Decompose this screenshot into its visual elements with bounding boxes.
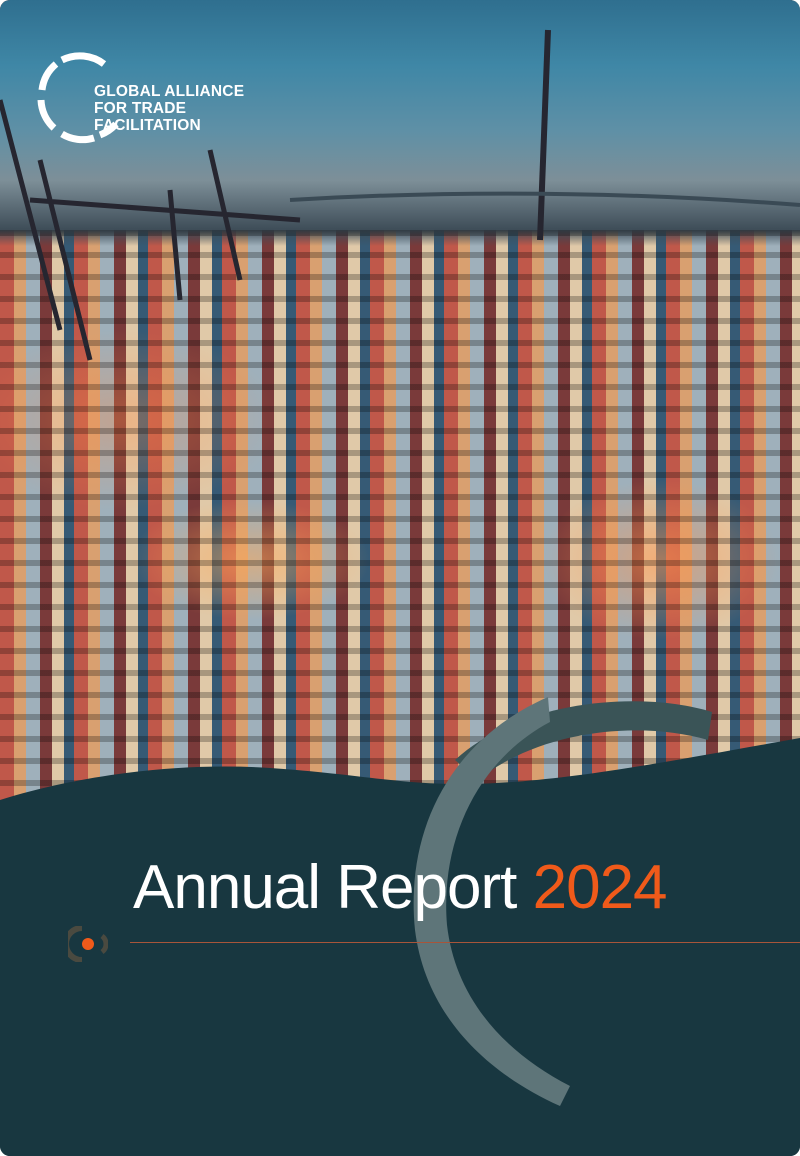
crane-silhouettes [0,29,800,361]
logo-line-2: FOR TRADE FACILITATION [94,100,201,134]
orange-dot-ring-icon [68,926,108,962]
title-main: Annual Report [133,853,517,922]
divider-line [130,942,800,943]
title-year: 2024 [532,853,668,922]
page-title: Annual Report 2024 [133,852,668,923]
segmented-ring-icon [37,52,119,144]
cover-photo-container-port [0,0,800,820]
arc-light [413,697,570,1106]
logo: GLOBAL ALLIANCE FOR TRADE FACILITATION [34,50,264,145]
logo-line-1: GLOBAL ALLIANCE [94,83,245,100]
dark-panel [0,738,800,1156]
arc-band-dark [455,701,712,780]
